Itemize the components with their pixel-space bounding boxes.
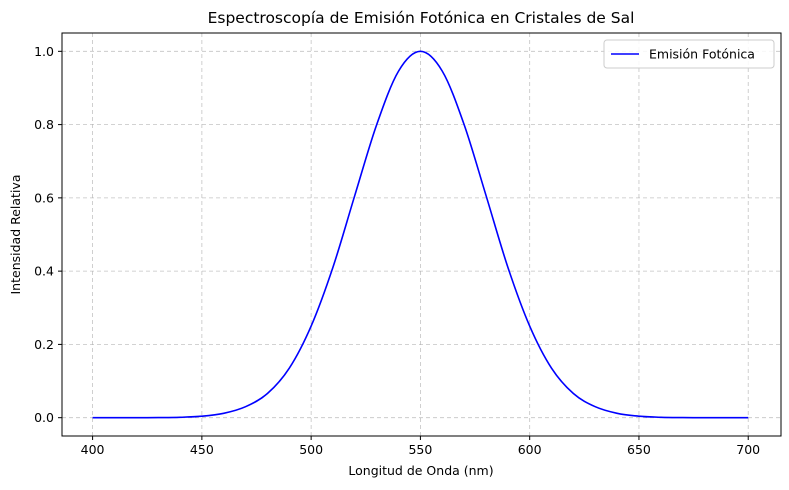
grid [62,33,781,436]
y-tick-label: 0.6 [34,190,54,205]
y-tick-label: 0.8 [34,117,54,132]
legend-label: Emisión Fotónica [649,47,755,62]
x-tick-label: 400 [81,442,105,457]
y-axis-label: Intensidad Relativa [8,175,23,295]
legend-box [603,39,775,69]
y-tick-label: 0.0 [34,410,54,425]
series-layer [92,50,749,419]
x-axis: 400 450 500 550 600 650 700 [81,436,760,457]
x-tick-label: 700 [736,442,760,457]
x-axis-label: Longitud de Onda (nm) [348,463,493,478]
x-tick-label: 500 [299,442,323,457]
y-tick-label: 0.4 [34,264,54,279]
plot-area-frame [61,32,782,437]
x-tick-label: 650 [627,442,651,457]
chart-title: Espectroscopía de Emisión Fotónica en Cr… [208,9,635,27]
legend: Emisión Fotónica [603,39,775,69]
x-tick-label: 450 [190,442,214,457]
y-tick-label: 0.2 [34,337,54,352]
x-tick-label: 600 [518,442,542,457]
x-tick-label: 550 [408,442,432,457]
series-line [92,50,749,419]
y-tick-label: 1.0 [34,44,54,59]
y-axis: 0.0 0.2 0.4 0.6 0.8 1.0 [34,44,62,425]
